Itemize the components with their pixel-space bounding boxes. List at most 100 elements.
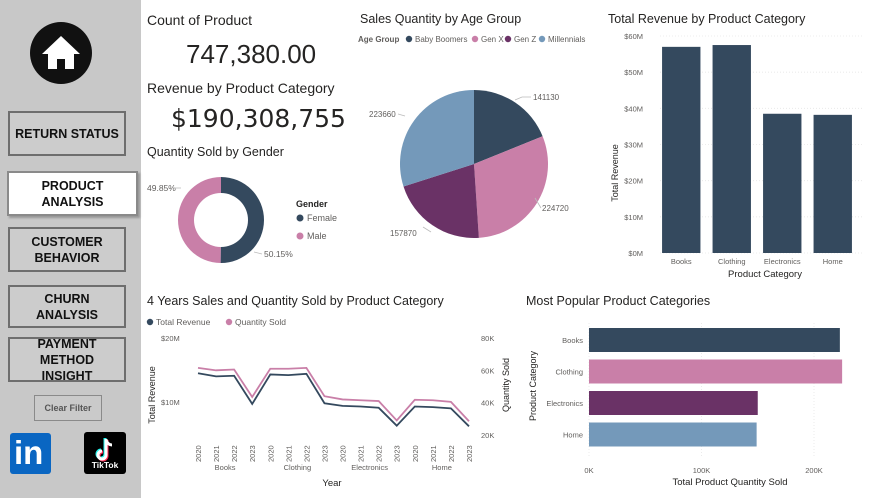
trend-x-tick: 2023	[248, 445, 257, 462]
revenue-y-tick: $20M	[624, 177, 643, 186]
revenue-bar-home[interactable]	[813, 114, 852, 254]
trend-x-tick: 2020	[411, 445, 420, 462]
nav-label: CHURN ANALYSIS	[35, 291, 99, 322]
revenue-title: Revenue by Product Category	[147, 80, 335, 96]
age-chart-title: Sales Quantity by Age Group	[360, 12, 522, 26]
nav-label: PAYMENT METHOD INSIGHT	[37, 336, 97, 383]
trend-x-tick: 2022	[447, 445, 456, 462]
trend-group-label: Electronics	[351, 463, 388, 472]
revenue-x-tick: Clothing	[718, 257, 746, 266]
gender-legend-title: Gender	[296, 199, 328, 209]
revenue-y-tick: $40M	[624, 104, 643, 113]
trend-x-tick: 2020	[194, 445, 203, 462]
legend-revenue-swatch	[146, 318, 154, 326]
trend-x-tick: 2023	[393, 445, 402, 462]
revenue-y-tick: $60M	[624, 32, 643, 41]
boomers-value-label: 141130	[533, 93, 560, 102]
gender-donut-chart: Gender Female Male 49.85% 50.15%	[147, 177, 337, 263]
popular-y-tick: Electronics	[546, 399, 583, 408]
nav-customer-behavior-button[interactable]: CUSTOMER BEHAVIOR	[8, 227, 126, 272]
genz-value-label: 157870	[390, 229, 417, 238]
legend-genz-label: Gen Z	[514, 35, 536, 44]
trend-x-tick: 2022	[230, 445, 239, 462]
trend-x-tick: 2021	[429, 445, 438, 462]
legend-boomers-swatch	[405, 35, 413, 43]
popular-y-tick: Books	[562, 336, 583, 345]
nav-label: PRODUCT ANALYSIS	[41, 178, 104, 209]
revenue-bar-clothing[interactable]	[712, 45, 751, 254]
tiktok-icon[interactable]: TikTok	[84, 432, 126, 474]
legend-millennials-label: Millennials	[548, 35, 585, 44]
legend-quantity-label: Quantity Sold	[235, 317, 286, 327]
age-pie-chart: Age Group Baby Boomers Gen X Gen Z Mille…	[358, 35, 585, 238]
revenue-bar-chart: $0M $10M $20M $30M $40M $50M $60M Books Clothin…	[610, 32, 862, 280]
legend-millennials-swatch	[538, 35, 546, 43]
revenue-x-tick: Home	[823, 257, 843, 266]
age-legend-title: Age Group	[358, 35, 399, 44]
nav-return-status-button[interactable]: RETURN STATUS	[8, 111, 126, 156]
nav-payment-method-insight-button[interactable]: PAYMENT METHOD INSIGHT	[8, 336, 126, 383]
popular-bar-electronics[interactable]	[589, 391, 758, 415]
nav-churn-analysis-button[interactable]: CHURN ANALYSIS	[8, 285, 126, 328]
popular-bar-books[interactable]	[589, 328, 840, 352]
popular-bar-home[interactable]	[589, 422, 757, 447]
trend-line-total-revenue[interactable]	[197, 372, 470, 427]
trend-left-axis-title: Total Revenue	[147, 366, 157, 424]
female-pct-label: 50.15%	[264, 249, 293, 259]
revenue-y-tick: $0M	[628, 249, 643, 258]
revenue-x-tick: Books	[671, 257, 692, 266]
trend-x-tick: 2021	[212, 445, 221, 462]
popular-x-tick: 0K	[584, 466, 593, 475]
pie-slice-millennials[interactable]	[400, 90, 474, 187]
trend-right-tick: 40K	[481, 399, 494, 408]
tiktok-note-icon	[95, 438, 113, 462]
linkedin-icon[interactable]: in	[10, 433, 51, 474]
revenue-bar-electronics[interactable]	[763, 113, 802, 253]
trend-x-tick: 2023	[465, 445, 474, 462]
count-title: Count of Product	[147, 12, 253, 28]
trend-x-tick: 2022	[302, 445, 311, 462]
trend-group-label: Books	[215, 463, 236, 472]
millennials-value-label: 223660	[369, 110, 396, 119]
trend-right-tick: 60K	[481, 366, 494, 375]
popular-bar-clothing[interactable]	[589, 359, 843, 384]
legend-female-label: Female	[307, 213, 337, 223]
trend-left-tick: $10M	[161, 398, 180, 407]
count-value: 747,380.00	[186, 39, 317, 69]
trend-group-label: Home	[432, 463, 452, 472]
popular-y-tick: Clothing	[555, 368, 583, 377]
legend-female-swatch	[296, 214, 304, 222]
revenue-value: $190,308,755	[171, 104, 346, 133]
trend-group-label: Clothing	[284, 463, 312, 472]
revenue-bar-title: Total Revenue by Product Category	[608, 12, 806, 26]
donut-slice-male[interactable]	[177, 177, 221, 263]
legend-male-swatch	[296, 232, 304, 240]
legend-genx-swatch	[471, 35, 479, 43]
revenue-y-axis-title: Total Revenue	[610, 144, 620, 202]
pie-slice-baby-boomers[interactable]	[474, 90, 543, 164]
sidebar: RETURN STATUS PRODUCT ANALYSIS CUSTOMER …	[0, 0, 141, 498]
trend-line-quantity-sold[interactable]	[197, 366, 470, 422]
trend-right-tick: 80K	[481, 334, 494, 343]
trend-x-tick: 2023	[320, 445, 329, 462]
revenue-x-tick: Electronics	[764, 257, 801, 266]
revenue-bar-books[interactable]	[662, 46, 701, 253]
home-button[interactable]	[30, 22, 92, 84]
tiktok-label: TikTok	[91, 460, 119, 470]
popular-x-axis-title: Total Product Quantity Sold	[672, 477, 787, 488]
clear-filter-button[interactable]: Clear Filter	[34, 395, 102, 421]
male-pct-label: 49.85%	[147, 183, 176, 193]
pie-slice-gen-x[interactable]	[474, 136, 548, 238]
legend-revenue-label: Total Revenue	[156, 317, 211, 327]
legend-boomers-label: Baby Boomers	[415, 35, 467, 44]
legend-male-label: Male	[307, 231, 327, 241]
donut-slice-female[interactable]	[220, 177, 264, 263]
revenue-y-tick: $50M	[624, 68, 643, 77]
trend-x-tick: 2020	[266, 445, 275, 462]
nav-product-analysis-button[interactable]: PRODUCT ANALYSIS	[7, 171, 138, 216]
genx-value-label: 224720	[542, 204, 569, 213]
pie-slice-gen-z[interactable]	[403, 164, 479, 238]
trend-right-tick: 20K	[481, 431, 494, 440]
revenue-y-tick: $30M	[624, 141, 643, 150]
trend-left-tick: $20M	[161, 334, 180, 343]
